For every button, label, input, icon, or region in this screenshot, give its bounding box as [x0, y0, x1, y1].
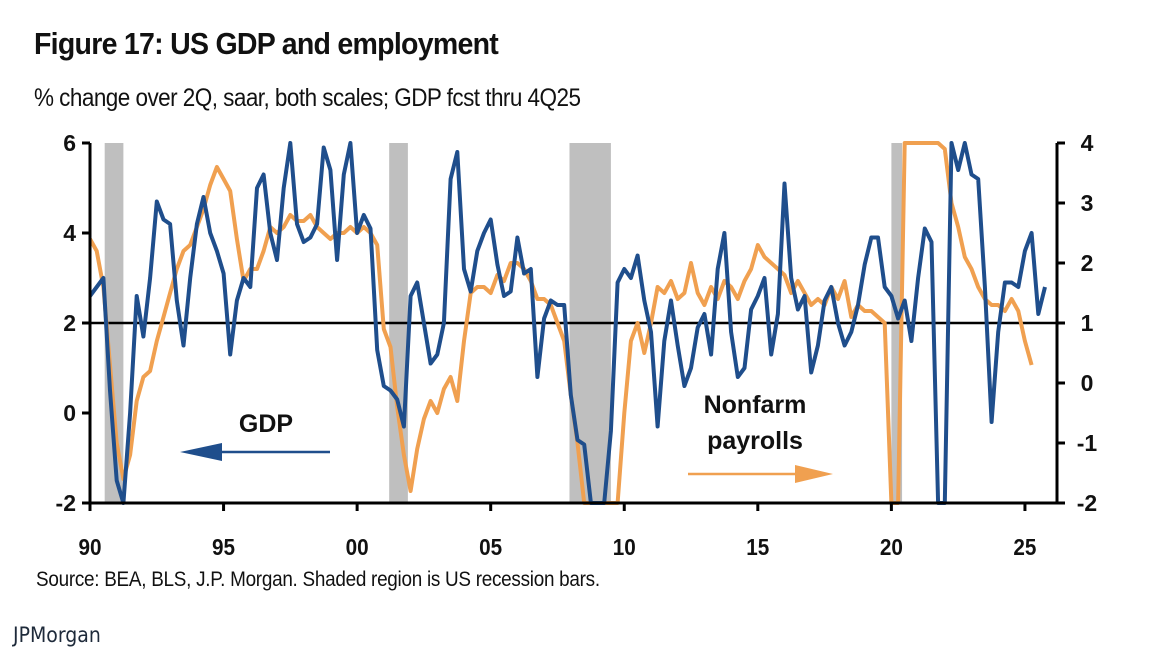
x-axis-tick-label: 90	[78, 534, 101, 560]
x-axis-tick-label: 25	[1013, 534, 1036, 560]
x-axis-tick-label: 00	[346, 534, 369, 560]
chart-source: Source: BEA, BLS, J.P. Morgan. Shaded re…	[36, 568, 600, 591]
right-axis-tick-label: -1	[1077, 430, 1098, 456]
x-axis-tick-label: 20	[880, 534, 903, 560]
payrolls-annotation-label: Nonfarm	[704, 391, 807, 419]
left-axis-tick-label: 4	[63, 220, 76, 246]
payrolls-line	[90, 141, 1034, 505]
series-lines	[90, 141, 1047, 505]
payrolls-annotation-label-2: payrolls	[707, 427, 803, 455]
right-axis-tick-label: 3	[1081, 190, 1094, 216]
left-axis-tick-label: -2	[56, 490, 76, 516]
right-axis-tick-label: 1	[1081, 310, 1094, 336]
gdp-arrow-head-icon	[180, 443, 222, 461]
left-axis-tick-label: 6	[63, 130, 76, 156]
left-axis-tick-label: 2	[63, 310, 76, 336]
axes: -2 0 2 4 6 -2 -1 0 1 2 3 4 90 95 00 05 10 15 20 25	[56, 130, 1098, 560]
gdp-line	[90, 141, 1047, 505]
right-axis-tick-label: 4	[1081, 130, 1094, 156]
brand-label: JPMorgan	[13, 623, 101, 647]
annotations: GDP Nonfarm payrolls	[180, 391, 833, 483]
chart-title: Figure 17: US GDP and employment	[34, 26, 499, 61]
x-axis-tick-label: 15	[746, 534, 769, 560]
payrolls-arrow-head-icon	[795, 465, 833, 483]
x-axis-tick-label: 05	[479, 534, 502, 560]
right-axis-tick-label: 2	[1081, 250, 1094, 276]
right-axis-tick-label: 0	[1081, 370, 1094, 396]
chart-subtitle: % change over 2Q, saar, both scales; GDP…	[34, 84, 581, 112]
x-axis-tick-label: 95	[212, 534, 235, 560]
x-axis-tick-label: 10	[613, 534, 636, 560]
right-axis-tick-label: -2	[1077, 490, 1097, 516]
left-axis-tick-label: 0	[63, 400, 76, 426]
gdp-annotation-label: GDP	[239, 410, 293, 438]
